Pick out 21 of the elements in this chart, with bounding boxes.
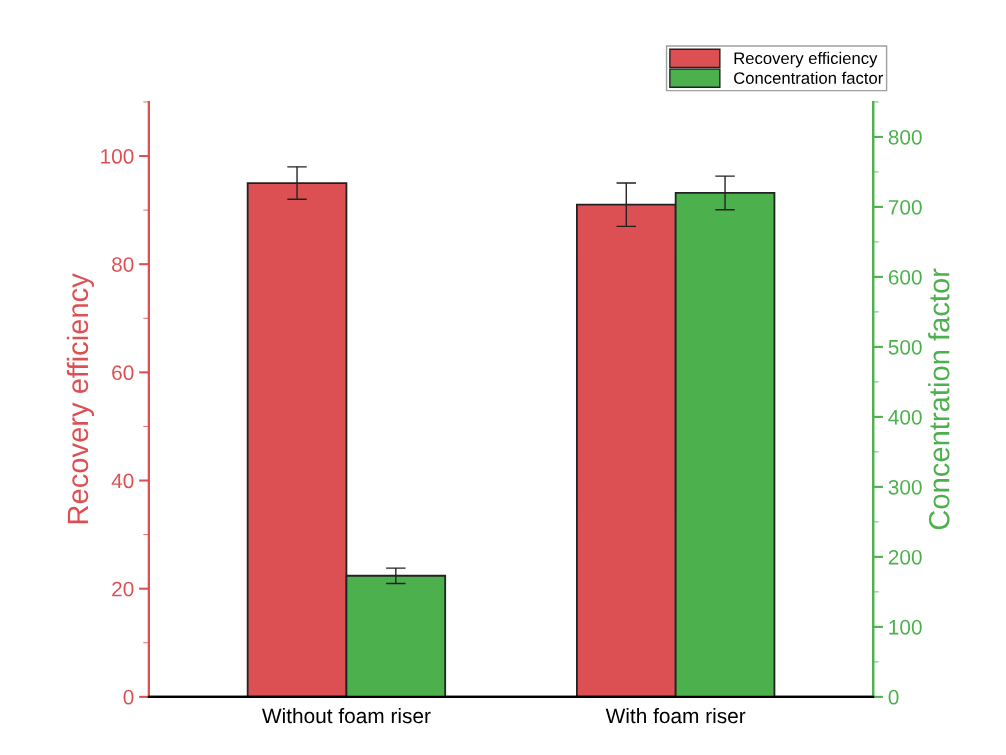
y2-tick-label: 0 — [888, 689, 899, 705]
y2-tick-label: 100 — [889, 619, 922, 635]
y-tick-label: 60 — [112, 365, 134, 381]
y2-tick-label: 300 — [888, 479, 922, 495]
y-axis-title: Recovery efficiency — [66, 273, 94, 524]
y-tick-label: 40 — [111, 473, 134, 489]
y2-tick-label: 600 — [888, 269, 922, 285]
y2-axis-title: Concentration factor — [928, 268, 950, 530]
y2-tick-label: 800 — [888, 129, 922, 145]
x-tick-label: With foam riser — [605, 707, 746, 724]
y2-tick-label: 400 — [888, 409, 922, 425]
y2-tick-label: 700 — [888, 199, 922, 215]
y-tick-label: 0 — [123, 689, 134, 705]
x-tick-label: Without foam riser — [262, 707, 431, 724]
y-tick-label: 20 — [112, 581, 134, 597]
y2-tick-label: 500 — [888, 339, 922, 355]
y2-tick-label: 200 — [888, 549, 922, 565]
y-tick-label: 80 — [112, 257, 134, 272]
y-tick-label: 100 — [101, 149, 134, 164]
legend-label: Concentration factor — [734, 71, 884, 84]
legend-label: Recovery efficiency — [734, 51, 878, 68]
